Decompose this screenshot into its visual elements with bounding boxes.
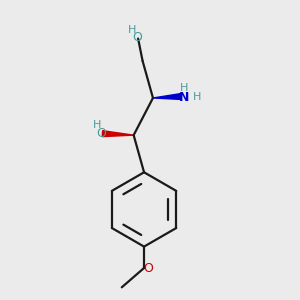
Text: H: H [128,25,136,34]
Text: O: O [133,31,142,44]
Text: H: H [93,120,101,130]
Text: N: N [178,91,189,103]
Text: O: O [144,262,154,275]
Polygon shape [153,94,182,100]
Polygon shape [102,131,134,137]
Text: O: O [96,127,106,140]
Text: H: H [193,92,201,102]
Text: H: H [179,82,188,93]
